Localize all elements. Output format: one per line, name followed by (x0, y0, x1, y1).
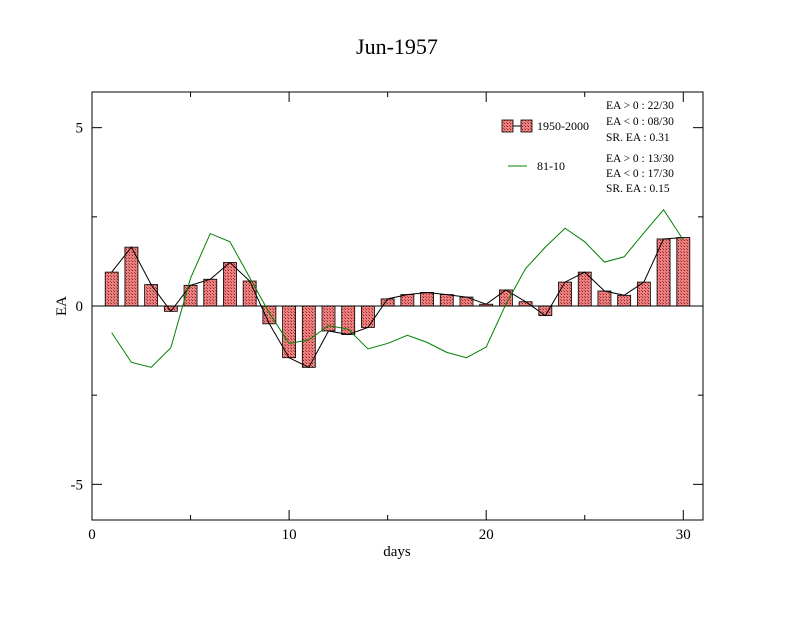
stats-line: EA < 0 : 08/30 (606, 116, 674, 128)
legend-item-bars: 1950-2000 (501, 119, 589, 133)
legend-bar-swatch-left (501, 119, 514, 133)
stats-block-81-10: EA > 0 : 13/30 EA < 0 : 17/30 SR. EA : 0… (606, 153, 674, 195)
y-axis-label: EA (54, 296, 70, 316)
bar (144, 284, 159, 307)
y-tick-label: 5 (76, 121, 84, 137)
y-tick-label: 0 (76, 299, 84, 315)
bar (439, 294, 454, 307)
legend-label-line: 81-10 (537, 159, 565, 173)
bar (617, 294, 632, 307)
x-tick-label: 20 (479, 527, 494, 543)
y-tick-label: -5 (71, 477, 84, 493)
legend-bar-swatch-right (520, 119, 533, 133)
legend-label-bars: 1950-2000 (537, 119, 589, 133)
stats-line: SR. EA : 0.15 (606, 183, 670, 195)
stats-line: EA > 0 : 22/30 (606, 100, 674, 112)
x-tick-label: 10 (282, 527, 297, 543)
stats-line: SR. EA : 0.31 (606, 132, 670, 144)
bar (341, 305, 356, 335)
legend: 1950-2000 81-10 EA > 0 : 22/30 EA < 0 : … (501, 100, 674, 195)
bar (223, 262, 237, 307)
bar (361, 305, 375, 328)
bar (203, 278, 218, 307)
x-axis-label: days (383, 544, 411, 560)
stats-line: EA < 0 : 17/30 (606, 168, 674, 180)
bar (104, 271, 119, 307)
axis-ticks: 0 10 20 30 -5 0 5 (71, 92, 703, 543)
series-line-81-10 (111, 208, 684, 368)
bar (597, 290, 612, 307)
bar-series-connector-line (111, 237, 684, 369)
bar (558, 281, 572, 307)
chart-title: Jun-1957 (356, 34, 438, 59)
bar (321, 305, 336, 332)
x-tick-label: 0 (88, 527, 96, 543)
lines-series (111, 208, 684, 369)
bar (676, 237, 691, 307)
stats-block-1950-2000: EA > 0 : 22/30 EA < 0 : 08/30 SR. EA : 0… (606, 100, 674, 144)
bar (400, 294, 415, 307)
bar (420, 292, 434, 307)
bars-series (104, 237, 691, 368)
legend-item-line: 81-10 (508, 159, 565, 173)
bar (577, 271, 592, 307)
x-tick-label: 30 (676, 527, 691, 543)
stats-line: EA > 0 : 13/30 (606, 153, 674, 165)
